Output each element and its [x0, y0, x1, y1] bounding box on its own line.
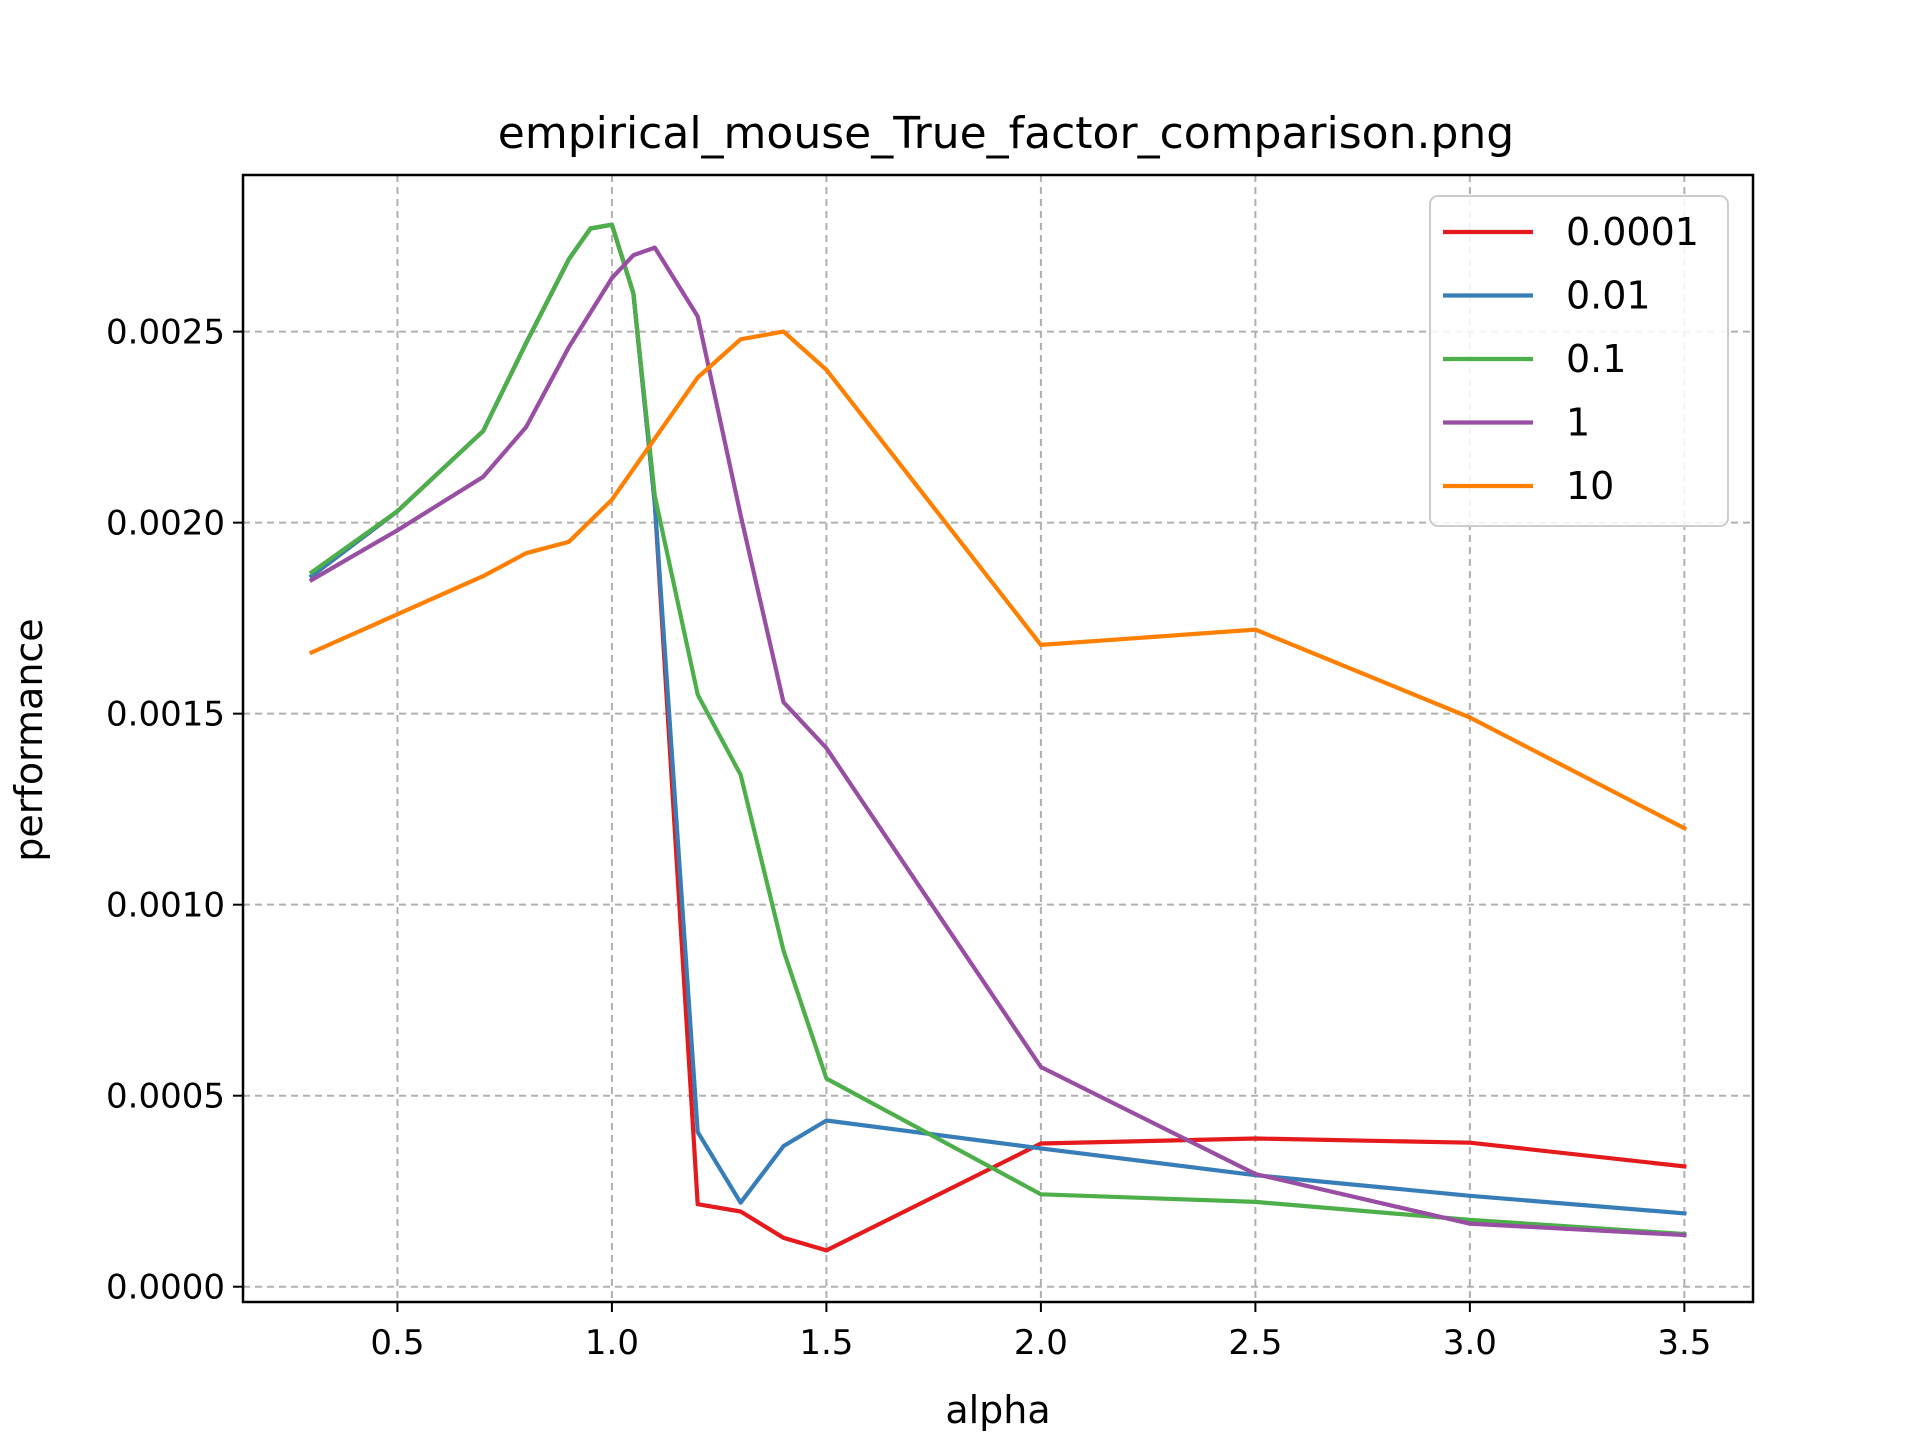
legend-label: 1	[1566, 401, 1590, 445]
y-tick-label: 0.0025	[106, 313, 225, 353]
series-line-10	[308, 329, 1688, 832]
y-tick-label: 0.0000	[106, 1268, 225, 1308]
legend-label: 0.1	[1566, 337, 1626, 381]
series-line-0.1	[308, 222, 1687, 1237]
x-tick-label: 3.5	[1657, 1323, 1711, 1363]
chart-title: empirical_mouse_True_factor_comparison.p…	[498, 108, 1514, 159]
grid-lines	[243, 175, 1753, 1302]
y-tick-label: 0.0010	[106, 886, 225, 926]
x-tick-label: 2.5	[1228, 1323, 1282, 1363]
y-tick-label: 0.0020	[106, 504, 225, 544]
y-tick-label: 0.0015	[106, 695, 225, 735]
legend: 0.0001 0.01 0.1 1 10	[1429, 195, 1729, 527]
series-lines	[308, 222, 1688, 1253]
plot-frame	[241, 173, 1755, 1304]
y-axis: 0.0000 0.0005 0.0010 0.0015 0.0020 0.0025	[106, 313, 243, 1308]
x-tick-label: 0.5	[370, 1323, 424, 1363]
x-tick-label: 1.5	[799, 1323, 853, 1363]
x-tick-label: 3.0	[1443, 1323, 1497, 1363]
series-line-1	[308, 245, 1687, 1238]
x-axis-title: alpha	[945, 1388, 1050, 1432]
x-axis: 0.5 1.0 1.5 2.0 2.5 3.0 3.5	[370, 1302, 1711, 1363]
y-axis-title: performance	[7, 618, 51, 861]
legend-label: 10	[1566, 464, 1614, 508]
legend-label: 0.01	[1566, 274, 1651, 318]
x-tick-label: 1.0	[585, 1323, 639, 1363]
y-tick-label: 0.0005	[106, 1077, 225, 1117]
legend-box	[1429, 195, 1729, 527]
x-tick-label: 2.0	[1014, 1323, 1068, 1363]
legend-label: 0.0001	[1566, 210, 1699, 254]
